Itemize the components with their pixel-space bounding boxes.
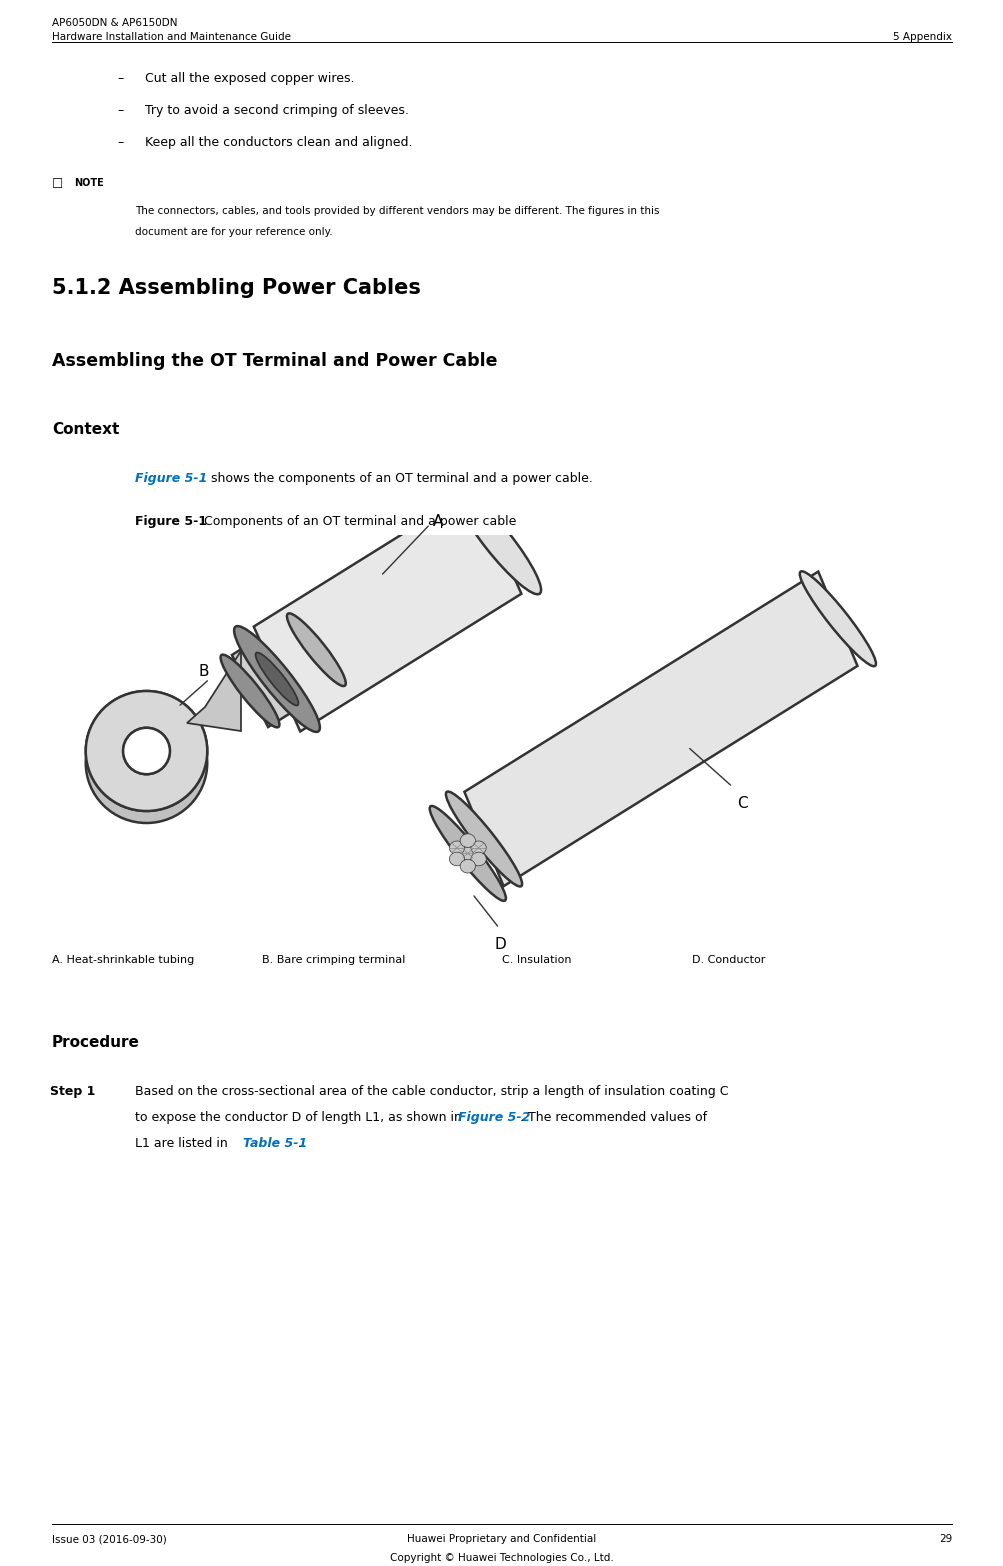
Text: Step 1: Step 1: [50, 1085, 95, 1098]
Text: document are for your reference only.: document are for your reference only.: [134, 227, 332, 236]
Text: B. Bare crimping terminal: B. Bare crimping terminal: [262, 955, 405, 965]
Text: Try to avoid a second crimping of sleeves.: Try to avoid a second crimping of sleeve…: [144, 103, 408, 117]
Text: NOTE: NOTE: [74, 179, 103, 188]
Text: Figure 5-1: Figure 5-1: [134, 515, 207, 528]
Ellipse shape: [287, 614, 345, 686]
Text: –: –: [117, 136, 123, 149]
Text: Hardware Installation and Maintenance Guide: Hardware Installation and Maintenance Gu…: [52, 31, 291, 42]
Text: Based on the cross-sectional area of the cable conductor, strip a length of insu: Based on the cross-sectional area of the…: [134, 1085, 728, 1098]
Text: –: –: [117, 103, 123, 117]
Text: D: D: [494, 936, 507, 952]
Polygon shape: [187, 651, 241, 731]
Circle shape: [459, 847, 475, 860]
Text: Table 5-1: Table 5-1: [243, 1137, 307, 1149]
Text: C. Insulation: C. Insulation: [502, 955, 571, 965]
Ellipse shape: [85, 691, 207, 811]
Polygon shape: [232, 614, 334, 727]
Ellipse shape: [256, 653, 298, 705]
Ellipse shape: [221, 655, 279, 727]
Text: Cut all the exposed copper wires.: Cut all the exposed copper wires.: [144, 72, 354, 85]
Text: D. Conductor: D. Conductor: [691, 955, 764, 965]
Polygon shape: [254, 489, 521, 731]
Text: Issue 03 (2016-09-30): Issue 03 (2016-09-30): [52, 1535, 166, 1544]
Text: .: .: [298, 1137, 302, 1149]
Polygon shape: [464, 572, 857, 886]
Circle shape: [459, 860, 475, 872]
Text: 5.1.2 Assembling Power Cables: 5.1.2 Assembling Power Cables: [52, 279, 420, 298]
Text: to expose the conductor D of length L1, as shown in: to expose the conductor D of length L1, …: [134, 1110, 465, 1124]
Text: Figure 5-2: Figure 5-2: [457, 1110, 530, 1124]
Ellipse shape: [454, 489, 541, 594]
Text: Components of an OT terminal and a power cable: Components of an OT terminal and a power…: [200, 515, 516, 528]
Circle shape: [470, 841, 485, 855]
Text: 5 Appendix: 5 Appendix: [892, 31, 951, 42]
Text: Context: Context: [52, 421, 119, 437]
Circle shape: [459, 833, 475, 847]
Ellipse shape: [85, 691, 207, 811]
Text: A: A: [432, 514, 442, 529]
Ellipse shape: [123, 728, 170, 774]
Text: 29: 29: [938, 1535, 951, 1544]
Text: AP6050DN & AP6150DN: AP6050DN & AP6150DN: [52, 17, 178, 28]
Circle shape: [470, 852, 485, 866]
Ellipse shape: [123, 728, 170, 774]
Text: Copyright © Huawei Technologies Co., Ltd.: Copyright © Huawei Technologies Co., Ltd…: [390, 1553, 613, 1563]
Text: Assembling the OT Terminal and Power Cable: Assembling the OT Terminal and Power Cab…: [52, 352, 497, 370]
Text: Keep all the conductors clean and aligned.: Keep all the conductors clean and aligne…: [144, 136, 412, 149]
Text: L1 are listed in: L1 are listed in: [134, 1137, 232, 1149]
Ellipse shape: [799, 572, 875, 666]
Ellipse shape: [429, 806, 506, 900]
Text: A. Heat-shrinkable tubing: A. Heat-shrinkable tubing: [52, 955, 194, 965]
Text: . The recommended values of: . The recommended values of: [520, 1110, 706, 1124]
Circle shape: [449, 852, 464, 866]
Text: B: B: [199, 664, 209, 678]
Text: shows the components of an OT terminal and a power cable.: shows the components of an OT terminal a…: [207, 471, 593, 485]
Text: –: –: [117, 72, 123, 85]
Text: Huawei Proprietary and Confidential: Huawei Proprietary and Confidential: [407, 1535, 596, 1544]
Text: Procedure: Procedure: [52, 1035, 139, 1049]
Ellipse shape: [445, 791, 522, 886]
Text: Figure 5-1: Figure 5-1: [134, 471, 208, 485]
Text: ☐: ☐: [52, 179, 63, 191]
Ellipse shape: [234, 626, 320, 731]
Text: The connectors, cables, and tools provided by different vendors may be different: The connectors, cables, and tools provid…: [134, 207, 659, 216]
Text: C: C: [736, 796, 747, 811]
Circle shape: [449, 841, 464, 855]
Ellipse shape: [85, 703, 207, 824]
